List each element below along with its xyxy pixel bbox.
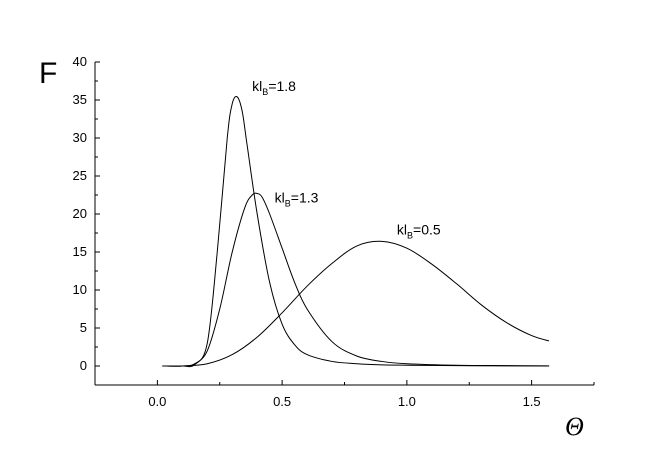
- y-tick-label: 40: [73, 54, 87, 69]
- axes: 0 5 10 15 20 25 30 35 40 0.0 0.5 1.0 1.5: [73, 54, 595, 409]
- series-annotation-2: klB=1.3: [275, 190, 319, 209]
- series-annotation-3: klB=0.5: [397, 222, 441, 241]
- y-tick-label: 0: [80, 358, 87, 373]
- y-tick-label: 30: [73, 130, 87, 145]
- x-axis-label: Θ: [565, 412, 584, 441]
- y-axis-label: F: [39, 57, 57, 90]
- x-tick-label: 1.5: [523, 394, 541, 409]
- series-line-2: [162, 192, 550, 367]
- series-annotation-1: klB=1.8: [252, 78, 296, 97]
- x-tick-label: 1.0: [398, 394, 416, 409]
- y-tick-label: 10: [73, 282, 87, 297]
- y-tick-label: 20: [73, 206, 87, 221]
- y-tick-label: 25: [73, 168, 87, 183]
- series-line-1: [162, 96, 550, 368]
- y-tick-label: 5: [80, 320, 87, 335]
- x-tick-label: 0.0: [148, 394, 166, 409]
- y-tick-label: 15: [73, 244, 87, 259]
- y-tick-label: 35: [73, 92, 87, 107]
- curves: [162, 96, 550, 368]
- x-tick-label: 0.5: [273, 394, 291, 409]
- annotations: klB=1.8 klB=1.3 klB=0.5: [252, 78, 441, 241]
- series-line-3: [162, 240, 550, 367]
